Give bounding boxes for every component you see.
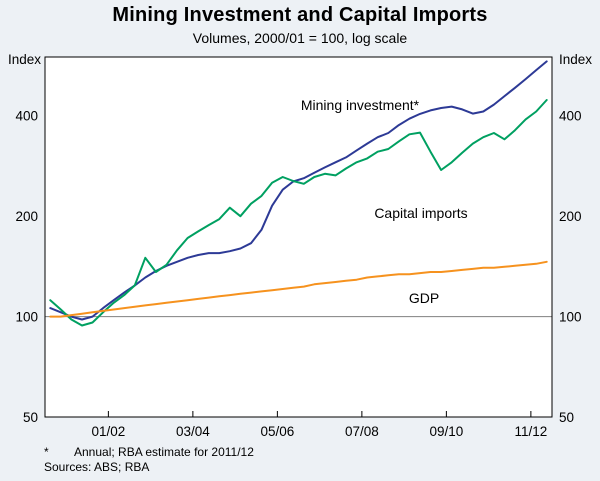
footnote-marker: * — [44, 445, 49, 459]
y-tick-label-right: 50 — [559, 410, 574, 425]
y-tick-label-left: 200 — [15, 209, 38, 224]
x-tick-label: 09/10 — [429, 424, 463, 439]
y-axis-label-right: Index — [559, 52, 592, 67]
sources-line: Sources: ABS; RBA — [44, 460, 150, 474]
y-tick-label-left: 400 — [15, 109, 38, 124]
capital-imports-line — [49, 99, 548, 327]
footnote: * Annual; RBA estimate for 2011/12 — [44, 445, 254, 459]
x-tick-label: 05/06 — [260, 424, 294, 439]
y-tick-label-left: 50 — [23, 410, 38, 425]
y-tick-label-right: 200 — [559, 209, 582, 224]
y-tick-label-right: 400 — [559, 109, 582, 124]
mining-investment-label: Mining investment* — [301, 97, 420, 113]
chart-title: Mining Investment and Capital Imports — [112, 4, 488, 26]
plot-frame — [44, 56, 553, 418]
plot-area — [45, 57, 552, 417]
y-axis-label-left: Index — [8, 52, 41, 67]
gdp-label: GDP — [409, 290, 439, 306]
footnote-text: Annual; RBA estimate for 2011/12 — [74, 445, 254, 459]
x-tick-label: 03/04 — [176, 424, 210, 439]
y-tick-label-left: 100 — [15, 310, 38, 325]
y-tick-label-right: 100 — [559, 310, 582, 325]
capital-imports-label: Capital imports — [374, 205, 467, 221]
gdp-line — [49, 260, 548, 318]
x-tick-label: 01/02 — [91, 424, 125, 439]
x-tick-label: 07/08 — [345, 424, 379, 439]
chart-subtitle: Volumes, 2000/01 = 100, log scale — [192, 30, 408, 46]
x-tick-label: 11/12 — [514, 424, 547, 439]
